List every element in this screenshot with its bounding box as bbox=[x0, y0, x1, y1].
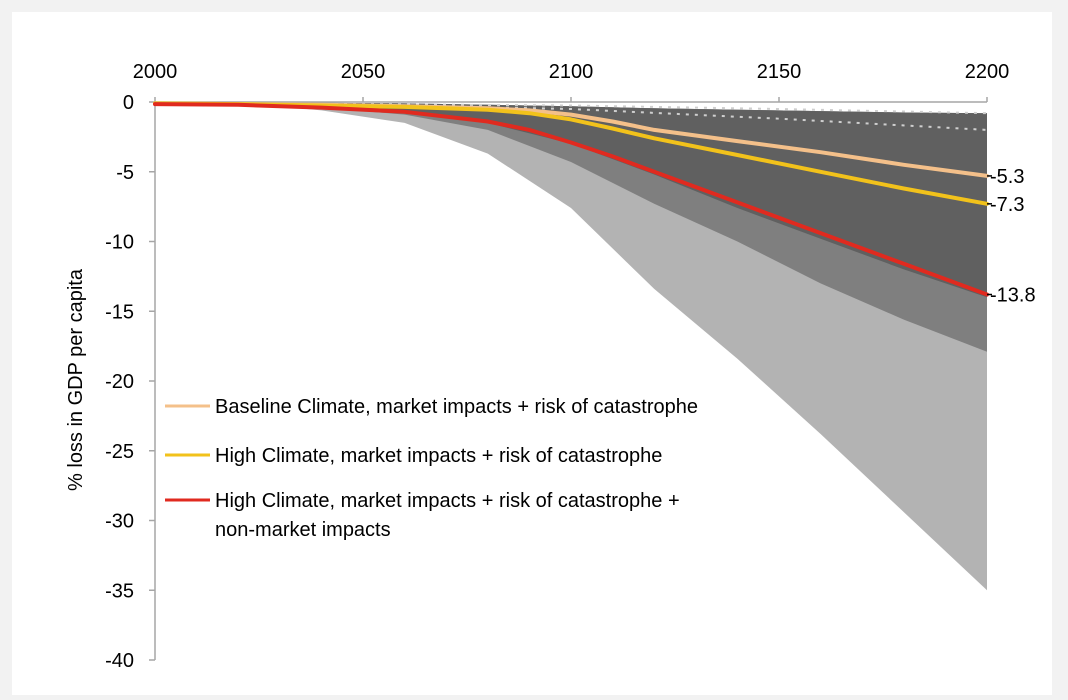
y-tick-label: -5 bbox=[116, 162, 134, 184]
series-lines bbox=[153, 101, 989, 297]
x-tick-label: 2000 bbox=[133, 61, 178, 83]
y-tick-label: -15 bbox=[105, 301, 134, 323]
x-tick-label: 2050 bbox=[341, 61, 386, 83]
end-value-label: -13.8 bbox=[990, 285, 1036, 307]
reference-lines bbox=[154, 102, 988, 131]
legend-entry-label: non-market impacts bbox=[215, 519, 391, 541]
y-tick-label: -25 bbox=[105, 441, 134, 463]
end-value-label: -7.3 bbox=[990, 194, 1024, 216]
legend: Baseline Climate, market impacts + risk … bbox=[165, 396, 698, 541]
legend-entry-label: Baseline Climate, market impacts + risk … bbox=[215, 396, 698, 418]
y-tick-label: -35 bbox=[105, 580, 134, 602]
y-axis-title: % loss in GDP per capita bbox=[65, 268, 87, 491]
uncertainty-band-3 bbox=[155, 102, 987, 298]
end-value-label: -5.3 bbox=[990, 166, 1024, 188]
axes: 2000 2050 2100 2150 2200 0 -5 -10 -15 -20 -25 -30 -3… bbox=[105, 61, 1009, 672]
dotted-reference-line-2 bbox=[154, 102, 988, 131]
y-tick-label: -40 bbox=[105, 650, 134, 672]
series-line-3 bbox=[153, 102, 989, 297]
x-tick-label: 2150 bbox=[757, 61, 802, 83]
y-tick-label: -30 bbox=[105, 511, 134, 533]
series-line-2 bbox=[153, 101, 989, 206]
legend-entry-label: High Climate, market impacts + risk of c… bbox=[215, 445, 662, 467]
legend-entry-label: High Climate, market impacts + risk of c… bbox=[215, 490, 680, 512]
x-tick-label: 2100 bbox=[549, 61, 594, 83]
y-tick-label: -10 bbox=[105, 232, 134, 254]
end-labels: -5.3 -7.3 -13.8 bbox=[987, 166, 1036, 307]
x-tick-label: 2200 bbox=[965, 61, 1010, 83]
dotted-reference-line-1 bbox=[154, 102, 988, 115]
y-tick-label: -20 bbox=[105, 371, 134, 393]
y-tick-label: 0 bbox=[123, 92, 134, 114]
